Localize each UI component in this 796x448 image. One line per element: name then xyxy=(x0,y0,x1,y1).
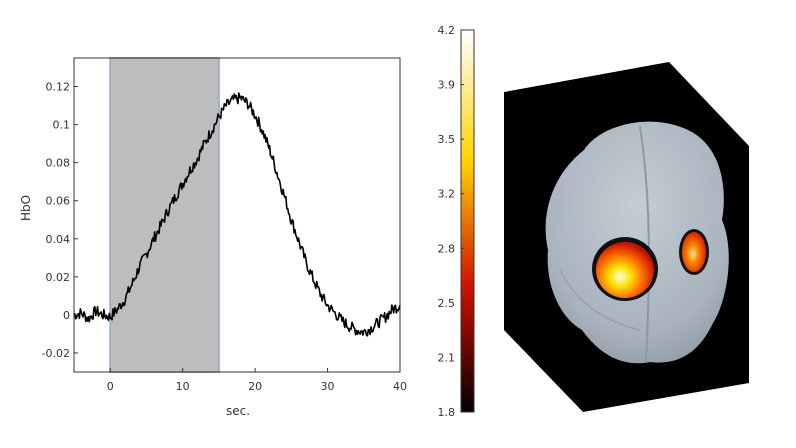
colorbar-tick-label: 3.9 xyxy=(438,79,456,92)
colorbar-tick-label: 3.5 xyxy=(438,133,456,146)
x-axis-ticks: 0 10 20 30 40 xyxy=(107,368,407,393)
y-tick-label: 0.06 xyxy=(46,195,71,208)
y-tick-label: 0 xyxy=(63,309,70,322)
x-tick-label: 30 xyxy=(321,380,335,393)
y-tick-label: -0.02 xyxy=(42,347,70,360)
brain-activation-render xyxy=(504,62,749,412)
colorbar-ticks: 4.2 3.9 3.5 3.2 2.8 2.5 2.1 1.8 xyxy=(438,24,464,419)
y-tick-label: 0.08 xyxy=(46,157,71,170)
colorbar: 4.2 3.9 3.5 3.2 2.8 2.5 2.1 1.8 xyxy=(438,24,475,419)
y-tick-label: 0.1 xyxy=(53,119,71,132)
y-tick-label: 0.12 xyxy=(46,81,71,94)
x-tick-label: 10 xyxy=(176,380,190,393)
x-tick-label: 20 xyxy=(248,380,262,393)
activation-blob-left xyxy=(596,242,654,298)
colorbar-tick-label: 2.5 xyxy=(438,297,456,310)
x-axis-label: sec. xyxy=(226,404,250,418)
plot-area-frame xyxy=(73,57,401,373)
colorbar-tick-label: 4.2 xyxy=(438,24,456,37)
y-axis-ticks: -0.02 0 0.02 0.04 0.06 0.08 0.1 0.12 xyxy=(42,81,78,360)
x-tick-label: 0 xyxy=(107,380,114,393)
y-tick-label: 0.04 xyxy=(46,233,71,246)
series-layer xyxy=(73,92,401,337)
hbo-line-chart: 0 10 20 30 40 -0.0200.020.040.060.080.10.12 … xyxy=(19,57,407,418)
y-tick-label: 0.02 xyxy=(46,271,71,284)
activation-blob-right xyxy=(682,232,706,272)
colorbar-tick-label: 2.1 xyxy=(438,351,456,364)
brain-fold xyxy=(559,269,641,331)
colorbar-gradient xyxy=(460,29,475,413)
brain-midline xyxy=(639,125,650,363)
colorbar-tick-label: 2.8 xyxy=(438,242,456,255)
series-line-0 xyxy=(73,92,401,337)
colorbar-tick-label: 3.2 xyxy=(438,188,456,201)
colorbar-tick-label: 1.8 xyxy=(438,406,456,419)
y-axis-label: HbO xyxy=(19,195,33,221)
x-tick-label: 40 xyxy=(393,380,407,393)
